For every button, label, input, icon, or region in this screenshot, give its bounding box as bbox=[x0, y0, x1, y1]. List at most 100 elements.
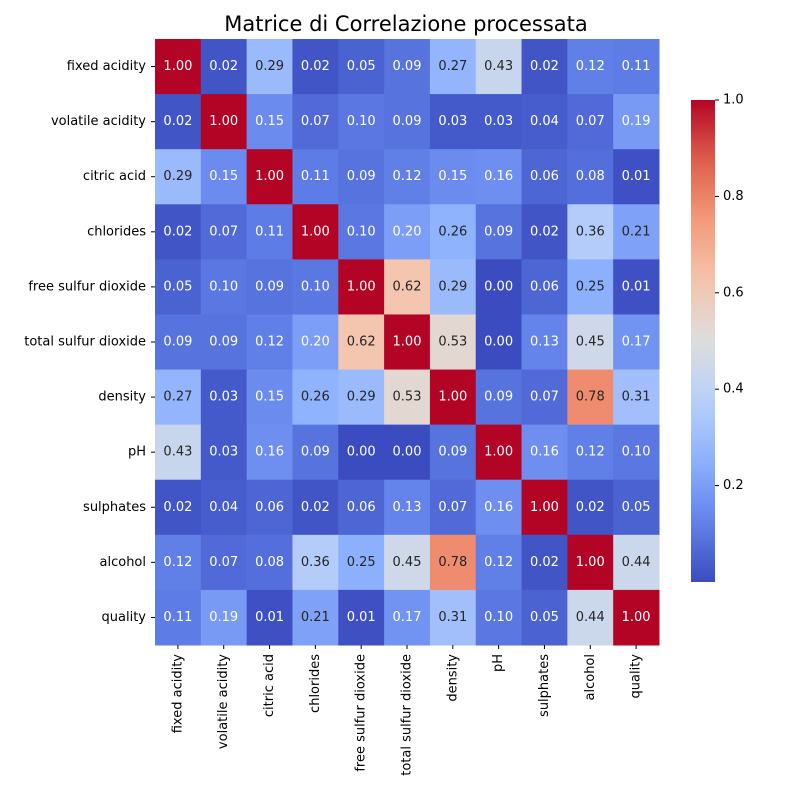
heatmap-cell-alcohol-ph bbox=[475, 534, 523, 591]
cell-value-label: 0.15 bbox=[209, 169, 238, 184]
cell-value-label: 0.03 bbox=[209, 445, 238, 460]
cell-value-label: 0.12 bbox=[255, 335, 284, 350]
cell-value-label: 0.01 bbox=[255, 610, 284, 625]
cell-value-label: 0.13 bbox=[393, 500, 422, 515]
row-label-alcohol: alcohol bbox=[100, 555, 146, 570]
heatmap-cell-density-chlorides bbox=[292, 369, 339, 426]
heatmap-cell-quality-alcohol bbox=[567, 589, 614, 646]
cell-value-label: 0.31 bbox=[622, 390, 651, 405]
heatmap-cell-ph-quality bbox=[613, 424, 660, 481]
cell-value-label: 0.01 bbox=[622, 279, 651, 294]
cell-value-label: 1.00 bbox=[576, 555, 605, 570]
colorbar-tick-label: 1.0 bbox=[723, 93, 744, 108]
heatmap-cell-chlorides-free-sulfur-dioxide bbox=[338, 204, 385, 260]
cell-value-label: 0.11 bbox=[255, 224, 284, 239]
cell-value-label: 0.27 bbox=[163, 390, 192, 405]
cell-value-label: 0.29 bbox=[163, 169, 192, 184]
cell-value-label: 0.11 bbox=[301, 169, 330, 184]
heatmap-cell-total-sulfur-dioxide-fixed-acidity bbox=[155, 314, 202, 371]
cell-value-label: 0.02 bbox=[209, 59, 238, 74]
heatmap-cell-sulphates-sulphates bbox=[521, 479, 568, 536]
heatmap-cell-fixed-acidity-citric-acid bbox=[246, 39, 293, 95]
heatmap-cell-citric-acid-volatile-acidity bbox=[200, 149, 248, 205]
cell-value-label: 0.09 bbox=[209, 335, 238, 350]
cell-value-label: 0.02 bbox=[163, 500, 192, 515]
cell-value-label: 0.44 bbox=[576, 610, 605, 625]
cell-value-label: 0.00 bbox=[347, 445, 376, 460]
cell-value-label: 0.10 bbox=[209, 279, 238, 294]
cell-value-label: 0.09 bbox=[301, 445, 330, 460]
cell-value-label: 0.03 bbox=[484, 114, 513, 129]
cell-value-label: 0.78 bbox=[576, 390, 605, 405]
row-label-volatile-acidity: volatile acidity bbox=[51, 114, 146, 129]
heatmap-cell-volatile-acidity-ph bbox=[475, 94, 523, 150]
heatmap-cell-ph-chlorides bbox=[292, 424, 339, 481]
cell-value-label: 0.02 bbox=[163, 224, 192, 239]
heatmap-cell-volatile-acidity-alcohol bbox=[567, 94, 614, 150]
cell-value-label: 0.10 bbox=[622, 445, 651, 460]
cell-value-label: 0.02 bbox=[530, 224, 559, 239]
heatmap-cell-sulphates-density bbox=[429, 479, 477, 536]
heatmap-cell-total-sulfur-dioxide-citric-acid bbox=[246, 314, 293, 371]
column-label-chlorides: chlorides bbox=[308, 654, 323, 713]
cell-value-label: 0.09 bbox=[393, 59, 422, 74]
heatmap-cell-volatile-acidity-sulphates bbox=[521, 94, 568, 150]
cell-value-label: 0.26 bbox=[438, 224, 467, 239]
cell-value-label: 0.02 bbox=[163, 114, 192, 129]
heatmap-cell-quality-total-sulfur-dioxide bbox=[384, 589, 431, 646]
cell-value-label: 0.78 bbox=[438, 555, 467, 570]
heatmap-cell-sulphates-fixed-acidity bbox=[155, 479, 202, 536]
heatmap-cell-free-sulfur-dioxide-quality bbox=[613, 259, 660, 315]
cell-value-label: 0.25 bbox=[576, 279, 605, 294]
heatmap-cell-ph-citric-acid bbox=[246, 424, 293, 481]
cell-value-label: 0.29 bbox=[438, 279, 467, 294]
cell-value-label: 0.06 bbox=[347, 500, 376, 515]
colorbar: 0.2 0.4 0.6 0.8 1.0 bbox=[691, 93, 744, 582]
row-labels: fixed acidity volatile acidity citric acid… bbox=[24, 59, 155, 625]
column-label-density: density bbox=[445, 654, 460, 702]
cell-value-label: 0.36 bbox=[576, 224, 605, 239]
cell-value-label: 0.10 bbox=[484, 610, 513, 625]
heatmap-cell-volatile-acidity-quality bbox=[613, 94, 660, 150]
heatmap-cells: 1.00 0.02 0.29 0.02 0.05 0.09 0.27 0.43 0.02 0.12… bbox=[155, 39, 660, 646]
heatmap-cell-density-ph bbox=[475, 369, 523, 426]
cell-value-label: 0.53 bbox=[438, 335, 467, 350]
heatmap-cell-density-total-sulfur-dioxide bbox=[384, 369, 431, 426]
cell-value-label: 0.36 bbox=[301, 555, 330, 570]
cell-value-label: 0.09 bbox=[484, 224, 513, 239]
heatmap-cell-density-fixed-acidity bbox=[155, 369, 202, 426]
heatmap-cell-chlorides-chlorides bbox=[292, 204, 339, 260]
heatmap-cell-density-quality bbox=[613, 369, 660, 426]
cell-value-label: 0.05 bbox=[530, 610, 559, 625]
heatmap-cell-citric-acid-total-sulfur-dioxide bbox=[384, 149, 431, 205]
cell-value-label: 0.02 bbox=[530, 59, 559, 74]
row-label-quality: quality bbox=[102, 610, 147, 625]
cell-value-label: 0.09 bbox=[393, 114, 422, 129]
heatmap-cell-volatile-acidity-citric-acid bbox=[246, 94, 293, 150]
heatmap-cell-volatile-acidity-free-sulfur-dioxide bbox=[338, 94, 385, 150]
row-label-free-sulfur-dioxide: free sulfur dioxide bbox=[28, 279, 146, 294]
heatmap-cell-citric-acid-alcohol bbox=[567, 149, 614, 205]
cell-value-label: 1.00 bbox=[209, 114, 238, 129]
heatmap-cell-free-sulfur-dioxide-fixed-acidity bbox=[155, 259, 202, 315]
heatmap-cell-citric-acid-fixed-acidity bbox=[155, 149, 202, 205]
heatmap-cell-sulphates-ph bbox=[475, 479, 523, 536]
cell-value-label: 0.16 bbox=[255, 445, 284, 460]
cell-value-label: 0.00 bbox=[484, 279, 513, 294]
cell-value-label: 0.05 bbox=[622, 500, 651, 515]
heatmap-cell-sulphates-quality bbox=[613, 479, 660, 536]
cell-value-label: 0.10 bbox=[347, 114, 376, 129]
row-label-fixed-acidity: fixed acidity bbox=[67, 59, 147, 74]
heatmap-cell-fixed-acidity-fixed-acidity bbox=[155, 39, 202, 95]
row-label-density: density bbox=[98, 390, 146, 405]
cell-value-label: 0.44 bbox=[622, 555, 651, 570]
heatmap-cell-total-sulfur-dioxide-volatile-acidity bbox=[200, 314, 248, 371]
heatmap-cell-free-sulfur-dioxide-ph bbox=[475, 259, 523, 315]
colorbar-tick-label: 0.6 bbox=[723, 285, 744, 300]
heatmap-cell-alcohol-volatile-acidity bbox=[200, 534, 248, 591]
cell-value-label: 0.16 bbox=[484, 500, 513, 515]
heatmap-cell-alcohol-total-sulfur-dioxide bbox=[384, 534, 431, 591]
cell-value-label: 0.02 bbox=[530, 555, 559, 570]
cell-value-label: 0.01 bbox=[622, 169, 651, 184]
